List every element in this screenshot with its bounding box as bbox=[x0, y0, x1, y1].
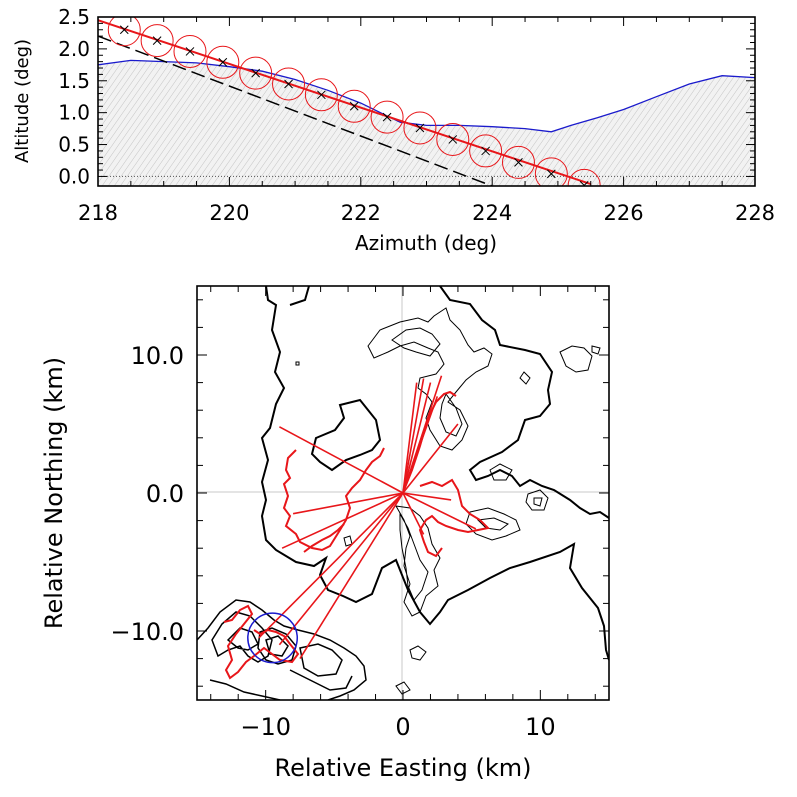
northing-tick-label: 10.0 bbox=[131, 342, 184, 370]
sun-disc-marker bbox=[140, 24, 174, 58]
visibility-boundary-southwest bbox=[223, 604, 300, 680]
sun-position-point bbox=[481, 146, 490, 156]
sun-position-point bbox=[349, 101, 359, 111]
terrain-contour-main bbox=[260, 286, 609, 661]
northing-tick-label: 0.0 bbox=[146, 480, 184, 508]
sun-position-point bbox=[284, 79, 293, 89]
visibility-boundary-east bbox=[418, 478, 491, 558]
sight-line bbox=[402, 492, 477, 530]
sight-line bbox=[279, 426, 404, 494]
sun-position-point bbox=[317, 90, 326, 100]
sight-lines bbox=[258, 375, 477, 660]
sight-line bbox=[299, 492, 404, 660]
altitude-tick-label: 1.0 bbox=[58, 101, 90, 125]
azimuth-axis-title: Azimuth (deg) bbox=[355, 231, 497, 255]
sun-disc-marker bbox=[272, 67, 306, 101]
sun-disc-marker bbox=[436, 122, 470, 156]
altitude-tick-label: 1.5 bbox=[58, 69, 90, 93]
sun-disc-marker bbox=[304, 78, 338, 112]
map-ticks bbox=[197, 286, 609, 700]
altitude-tick-label: 0.0 bbox=[58, 164, 90, 188]
azimuth-tick-label: 220 bbox=[209, 201, 249, 225]
sun-disc-marker bbox=[370, 100, 404, 134]
azimuth-tick-label: 222 bbox=[341, 201, 381, 225]
highlight-circle bbox=[247, 612, 299, 664]
sun-position-point bbox=[218, 57, 228, 67]
sun-position-point bbox=[185, 47, 195, 56]
visibility-boundary-northeast bbox=[403, 390, 457, 491]
sun-disc-marker bbox=[534, 157, 568, 186]
sun-disc-marker bbox=[173, 34, 207, 68]
azimuth-tick-label: 228 bbox=[735, 201, 775, 225]
altitude-azimuth-plot: 218 220 222 224 226 228 0.0 0.5 1.0 1.5 2.0 2.5 Az… bbox=[12, 5, 775, 255]
easting-tick-label: 10 bbox=[525, 713, 556, 741]
sight-line bbox=[281, 492, 404, 549]
sight-line bbox=[402, 382, 418, 494]
sun-disc-marker bbox=[337, 89, 371, 123]
sun-position-point bbox=[251, 68, 261, 78]
sun-position-point bbox=[382, 112, 392, 122]
visibility-boundary-central bbox=[303, 523, 345, 553]
terrain-contour-southwest bbox=[197, 599, 367, 700]
sight-line bbox=[258, 492, 404, 639]
easting-axis-title: Relative Easting (km) bbox=[275, 754, 532, 782]
terrain-contour-islets bbox=[295, 361, 513, 695]
sun-disc-marker bbox=[239, 56, 273, 90]
altitude-axis-title: Altitude (deg) bbox=[12, 39, 33, 163]
northing-tick-label: −10.0 bbox=[110, 618, 184, 646]
terrain-contour-north bbox=[367, 307, 601, 451]
azimuth-tick-labels: 218 220 222 224 226 228 bbox=[78, 201, 775, 225]
altitude-plot-area bbox=[98, 17, 755, 186]
northing-axis-title: Relative Northing (km) bbox=[40, 357, 68, 629]
sun-disc-marker bbox=[403, 111, 437, 145]
terrain-map: −10 0 10 −10.0 0.0 10.0 Relative Easting (km… bbox=[40, 285, 610, 782]
visibility-boundary-west bbox=[282, 447, 385, 552]
easting-tick-label: 0 bbox=[395, 713, 410, 741]
sun-position-point bbox=[546, 169, 556, 179]
azimuth-tick-label: 224 bbox=[472, 201, 512, 225]
sun-disc-marker bbox=[107, 17, 141, 47]
sun-position-point bbox=[415, 123, 425, 133]
sight-line bbox=[402, 382, 432, 494]
sight-line bbox=[402, 423, 459, 494]
easting-tick-label: −10 bbox=[240, 713, 291, 741]
altitude-tick-labels: 0.0 0.5 1.0 1.5 2.0 2.5 bbox=[58, 5, 90, 188]
sun-track-line bbox=[98, 19, 592, 186]
horizon-line bbox=[98, 59, 755, 133]
solar-limb-track-line bbox=[98, 35, 493, 186]
sun-position-point bbox=[119, 25, 129, 35]
sun-position-point bbox=[152, 36, 162, 45]
terrain-contour-south bbox=[395, 489, 549, 617]
sight-line bbox=[402, 492, 452, 501]
altitude-plot-ticks bbox=[97, 16, 756, 186]
northing-tick-labels: −10.0 0.0 10.0 bbox=[110, 342, 184, 646]
map-plot-area bbox=[197, 286, 609, 700]
altitude-tick-label: 2.0 bbox=[58, 37, 90, 61]
sight-line bbox=[278, 492, 404, 646]
sun-disc-marker bbox=[501, 145, 535, 179]
sight-line bbox=[402, 378, 425, 494]
azimuth-tick-label: 226 bbox=[604, 201, 644, 225]
sun-disc-marker bbox=[206, 45, 240, 79]
sun-disc-marker bbox=[469, 134, 503, 168]
azimuth-tick-label: 218 bbox=[78, 201, 118, 225]
altitude-tick-label: 0.5 bbox=[58, 133, 90, 157]
horizon-fill bbox=[98, 60, 755, 186]
sun-position-point bbox=[514, 158, 523, 167]
sight-line bbox=[402, 492, 425, 535]
altitude-tick-label: 2.5 bbox=[58, 5, 90, 29]
easting-tick-labels: −10 0 10 bbox=[240, 713, 555, 741]
sun-position-point bbox=[448, 135, 458, 144]
